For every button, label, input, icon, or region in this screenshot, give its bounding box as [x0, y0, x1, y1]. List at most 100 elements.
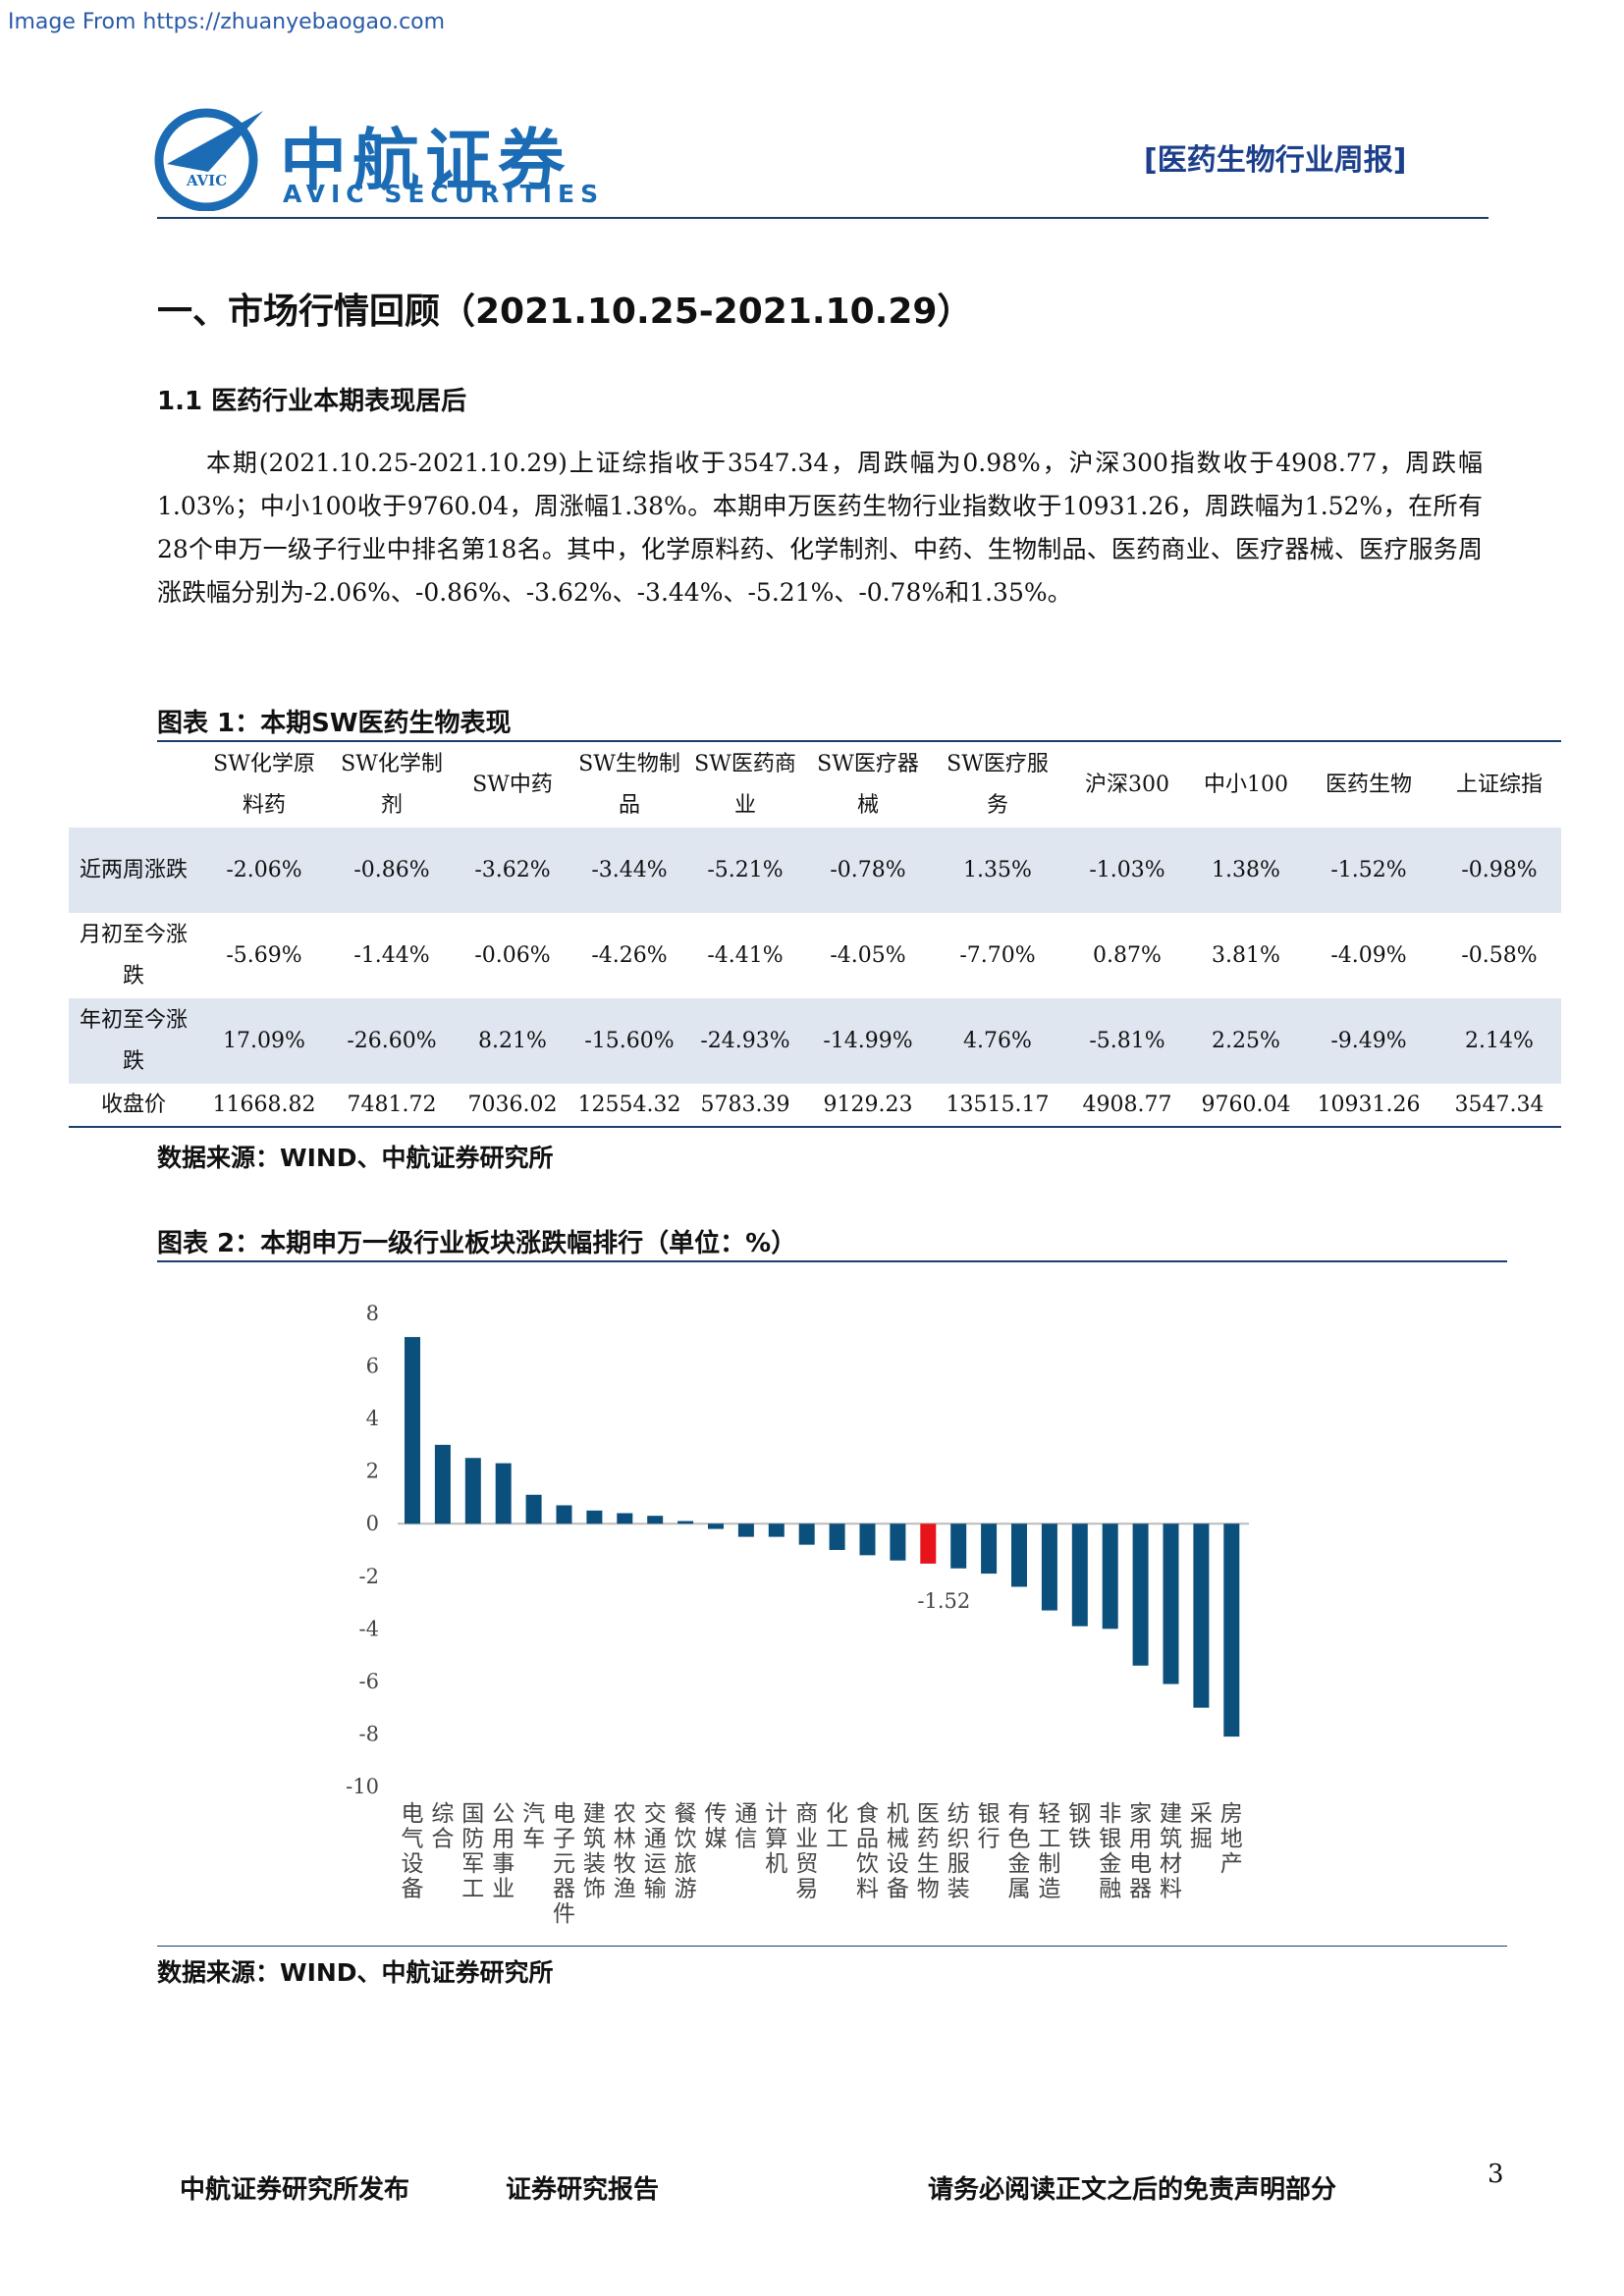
table-cell: 1.35% — [933, 828, 1062, 913]
x-tick-label: 交通运输 — [644, 1801, 667, 1902]
subsection-title: 1.1 医药行业本期表现居后 — [157, 387, 467, 416]
table-cell: -14.99% — [803, 998, 933, 1084]
chart-bottom-rule — [157, 1946, 1507, 1947]
x-tick-label: 传媒 — [705, 1801, 728, 1852]
bar — [920, 1523, 937, 1564]
bar — [1071, 1523, 1088, 1627]
table-cell: -5.81% — [1062, 998, 1192, 1084]
x-tick-label: 轻工制造 — [1038, 1801, 1060, 1902]
table-row: 月初至今涨跌 -5.69% -1.44% -0.06% -4.26% -4.41% -4.0… — [69, 913, 1561, 998]
row-header: 近两周涨跌 — [69, 828, 198, 913]
x-tick-label: 采掘 — [1190, 1801, 1213, 1852]
x-tick-label: 电气设备 — [402, 1801, 424, 1902]
table-cell: -7.70% — [959, 942, 1036, 968]
table-cell: -5.21% — [687, 828, 803, 913]
x-tick-label: 钢铁 — [1068, 1801, 1091, 1852]
x-tick-label: 建筑材料 — [1160, 1801, 1182, 1902]
row-header: 收盘价 — [69, 1084, 198, 1128]
bar — [1041, 1523, 1057, 1611]
table-cell: -4.41% — [707, 942, 784, 968]
table-cell: 2.25% — [1192, 998, 1300, 1084]
bar — [1193, 1523, 1210, 1708]
table-cell: -24.93% — [687, 998, 803, 1084]
column-header: SW医疗服务 — [947, 752, 1049, 818]
table-cell: -0.86% — [330, 828, 454, 913]
header-row: SW化学原料药 SW化学制剂 SW中药 SW生物制品 SW医药商业 SW医疗器械 SW医疗服… — [69, 743, 1561, 828]
bar — [798, 1523, 815, 1545]
x-tick-label: 餐饮旅游 — [675, 1801, 697, 1902]
table-cell: -0.78% — [803, 828, 933, 913]
y-tick-label: -10 — [346, 1775, 379, 1798]
table-cell: -9.49% — [1300, 998, 1437, 1084]
bar — [1223, 1523, 1240, 1737]
y-tick-label: 2 — [366, 1460, 379, 1483]
paragraph: 本期(2021.10.25-2021.10.29)上证综指收于3547.34，周… — [157, 449, 1483, 607]
table-cell: 4.76% — [933, 998, 1062, 1084]
y-tick-label: 0 — [366, 1512, 379, 1535]
bar — [1132, 1523, 1149, 1666]
table-cell: -15.60% — [571, 998, 687, 1084]
x-tick-label: 房地产 — [1220, 1801, 1243, 1877]
column-header: SW化学原料药 — [213, 752, 315, 818]
table-rule — [157, 740, 1561, 742]
table-cell: 9760.04 — [1192, 1084, 1300, 1128]
bar — [950, 1523, 967, 1569]
bar — [586, 1510, 603, 1524]
table-cell: 0.87% — [1093, 942, 1162, 968]
bar — [859, 1523, 876, 1556]
table-row: 近两周涨跌 -2.06% -0.86% -3.62% -3.44% -5.21% -0.78… — [69, 828, 1561, 913]
chart-title: 图表 2：本期申万一级行业板块涨跌幅排行（单位：%） — [157, 1229, 797, 1258]
footer-disclaimer: 请务必阅读正文之后的免责声明部分 — [928, 2175, 1337, 2205]
table-row: 年初至今涨跌 17.09% -26.60% 8.21% -15.60% -24.93% -1… — [69, 998, 1561, 1084]
table-cell: -5.69% — [226, 942, 302, 968]
source-note: Image From https://zhuanyebaogao.com — [8, 10, 446, 34]
logo-mark: AVIC — [154, 108, 263, 211]
table-cell: -2.06% — [198, 828, 330, 913]
x-tick-label: 公用事业 — [492, 1801, 514, 1902]
column-header: SW医疗器械 — [817, 752, 919, 818]
column-header: SW中药 — [472, 773, 553, 797]
table-cell: -4.05% — [830, 942, 906, 968]
footer-kind: 证券研究报告 — [506, 2175, 660, 2205]
bar — [556, 1505, 572, 1524]
x-tick-label: 通信 — [734, 1801, 757, 1852]
table-cell: 17.09% — [198, 998, 330, 1084]
x-tick-label: 家用电器 — [1129, 1801, 1152, 1902]
x-tick-label: 食品饮料 — [856, 1801, 879, 1902]
bar — [708, 1523, 724, 1529]
y-tick-label: 4 — [366, 1407, 379, 1430]
table-cell: -3.44% — [571, 828, 687, 913]
x-tick-label: 综合 — [431, 1801, 454, 1852]
column-header: SW医药商业 — [694, 752, 796, 818]
table-title: 图表 1：本期SW医药生物表现 — [157, 709, 512, 738]
bar — [464, 1458, 481, 1524]
table-cell: -4.09% — [1330, 942, 1407, 968]
logo-cn: 中航证券 — [280, 123, 571, 200]
x-tick-label: 农林牧渔 — [614, 1801, 636, 1902]
bar — [617, 1513, 633, 1524]
table-cell: -1.03% — [1062, 828, 1192, 913]
bar — [890, 1523, 906, 1561]
table-cell: -1.52% — [1300, 828, 1437, 913]
table-cell: -0.58% — [1461, 942, 1538, 968]
bar — [737, 1523, 754, 1537]
y-tick-label: -2 — [359, 1565, 379, 1588]
column-header: SW生物制品 — [578, 752, 680, 818]
bar — [1011, 1523, 1027, 1587]
x-tick-label: 化工 — [826, 1801, 848, 1852]
table-cell: 3.81% — [1212, 942, 1280, 968]
report-type: [医药生物行业周报] — [1144, 143, 1407, 178]
bar — [677, 1521, 694, 1524]
table-cell: 5783.39 — [687, 1084, 803, 1128]
data-table: SW化学原料药 SW化学制剂 SW中药 SW生物制品 SW医药商业 SW医疗器械 SW医疗服… — [69, 743, 1561, 1128]
column-header: 中小100 — [1204, 773, 1288, 797]
column-header: 沪深300 — [1085, 773, 1169, 797]
x-tick-label: 有色金属 — [1008, 1801, 1031, 1902]
x-tick-label: 建筑装饰 — [583, 1801, 606, 1902]
table-cell: -1.44% — [353, 942, 430, 968]
y-tick-label: -8 — [359, 1722, 379, 1745]
x-tick-label: 计算机 — [765, 1801, 787, 1877]
table-cell: -0.98% — [1437, 828, 1561, 913]
x-tick-label: 医药生物 — [917, 1801, 940, 1902]
